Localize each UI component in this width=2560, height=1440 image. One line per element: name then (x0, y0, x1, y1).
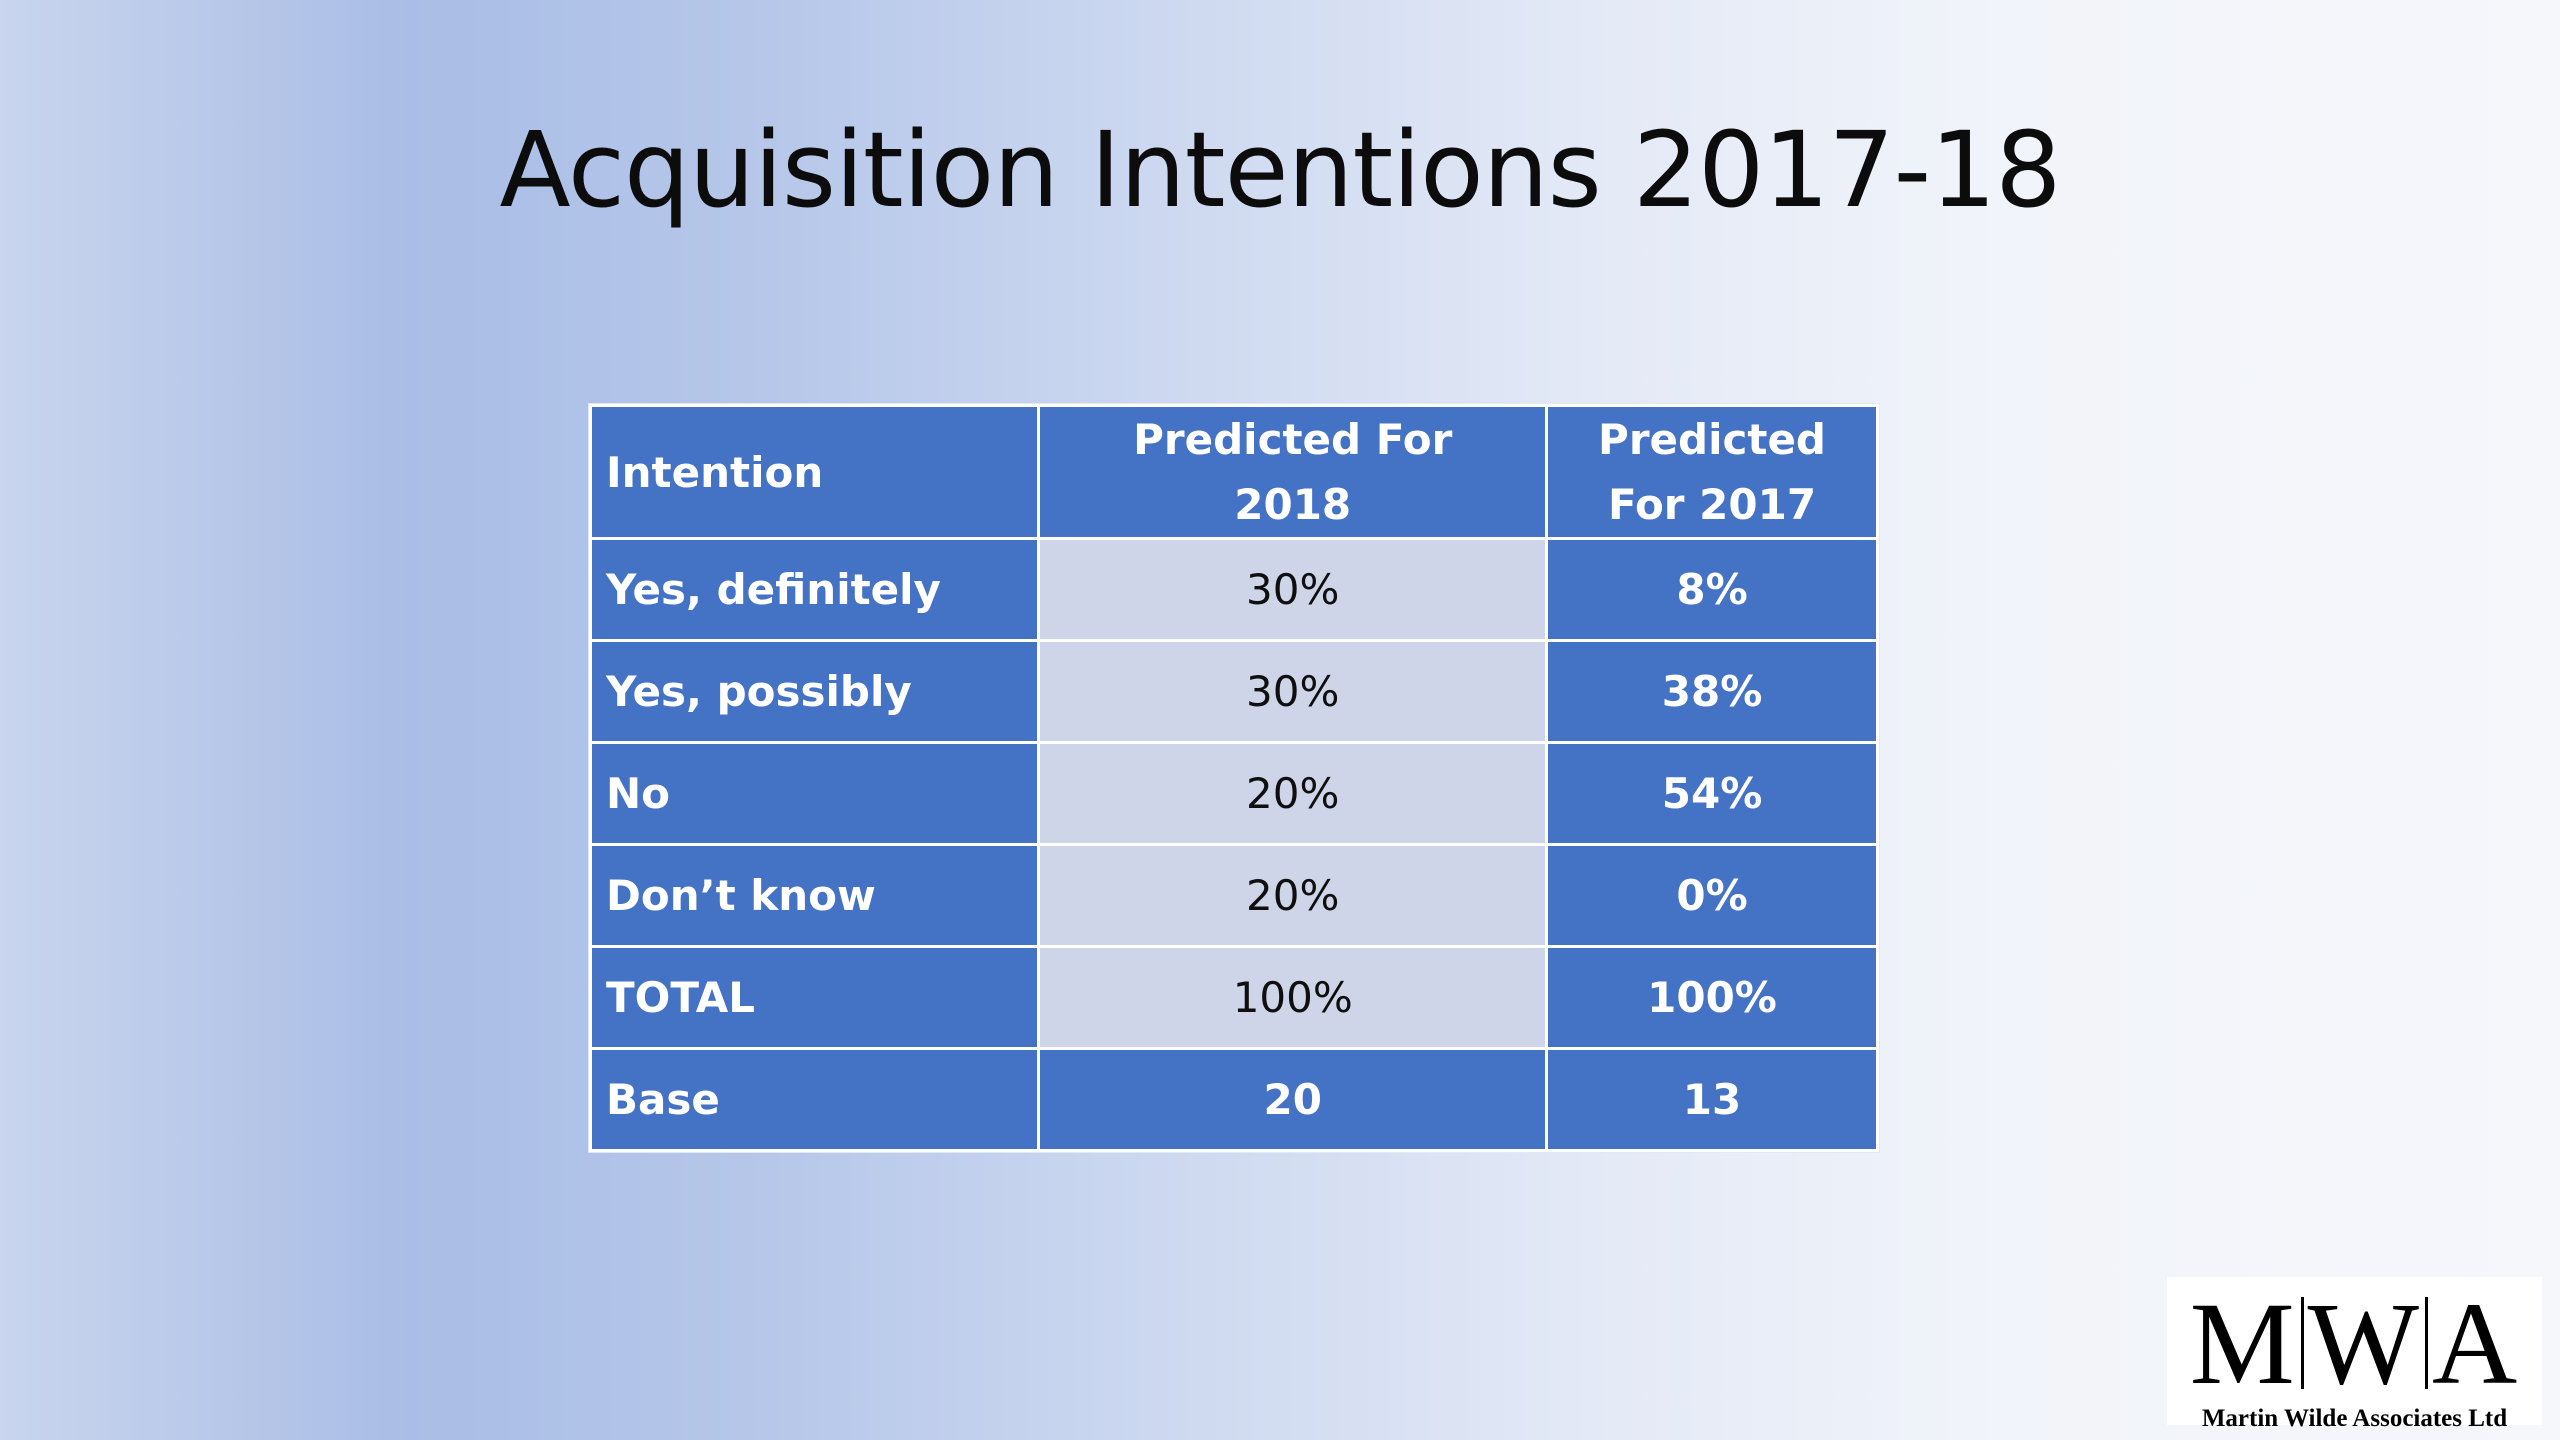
value-2017: 0% (1548, 846, 1876, 946)
table-header-row: Intention Predicted For 2018 Predicted F… (592, 407, 1876, 538)
table-row: Yes, definitely 30% 8% (592, 540, 1876, 640)
row-label: Don’t know (592, 846, 1038, 946)
table-row: Yes, possibly 30% 38% (592, 642, 1876, 742)
row-label: Yes, possibly (592, 642, 1038, 742)
value-2018: 20% (1040, 846, 1546, 946)
mwa-logo: MWA Martin Wilde Associates Ltd (2167, 1277, 2542, 1432)
value-2017: 8% (1548, 540, 1876, 640)
logo-letter-w: W (2307, 1278, 2422, 1409)
value-2018: 30% (1040, 540, 1546, 640)
logo-divider (2425, 1297, 2429, 1389)
header-predicted-2018: Predicted For 2018 (1040, 407, 1546, 538)
row-label: No (592, 744, 1038, 844)
table-row-base: Base 20 13 (592, 1050, 1876, 1150)
value-2017: 13 (1548, 1050, 1876, 1150)
value-2018: 20 (1040, 1050, 1546, 1150)
logo-letter-m: M (2189, 1278, 2297, 1409)
row-label: Yes, definitely (592, 540, 1038, 640)
value-2018: 30% (1040, 642, 1546, 742)
value-2017: 100% (1548, 948, 1876, 1048)
table-row-total: TOTAL 100% 100% (592, 948, 1876, 1048)
logo-letter-a: A (2432, 1278, 2520, 1409)
intentions-table: Intention Predicted For 2018 Predicted F… (589, 404, 1879, 1152)
header-intention: Intention (592, 407, 1038, 538)
row-label: Base (592, 1050, 1038, 1150)
value-2017: 38% (1548, 642, 1876, 742)
intentions-table-container: Intention Predicted For 2018 Predicted F… (588, 403, 1880, 1153)
value-2018: 100% (1040, 948, 1546, 1048)
slide-title: Acquisition Intentions 2017-18 (499, 109, 2062, 231)
table-row: No 20% 54% (592, 744, 1876, 844)
value-2017: 54% (1548, 744, 1876, 844)
value-2018: 20% (1040, 744, 1546, 844)
logo-mark: MWA (2167, 1285, 2542, 1403)
logo-company-name: Martin Wilde Associates Ltd (2201, 1405, 2508, 1432)
header-predicted-2017: Predicted For 2017 (1548, 407, 1876, 538)
logo-divider (2300, 1297, 2304, 1389)
table-row: Don’t know 20% 0% (592, 846, 1876, 946)
row-label: TOTAL (592, 948, 1038, 1048)
